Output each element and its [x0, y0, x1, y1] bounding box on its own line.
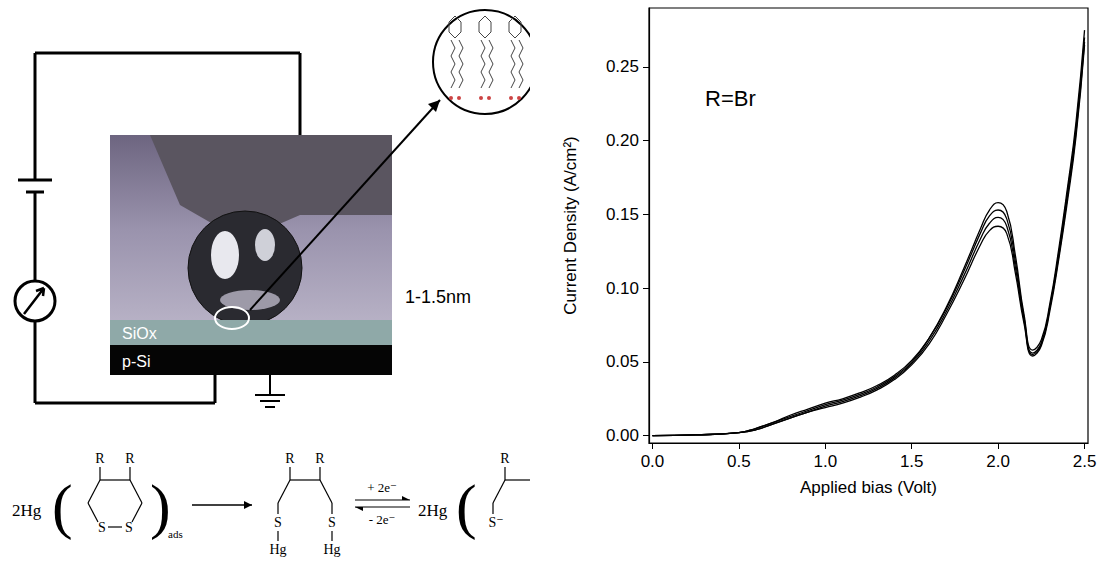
svg-text:0.5: 0.5: [727, 452, 751, 471]
svg-text:S: S: [125, 520, 133, 535]
svg-text:1.5: 1.5: [900, 452, 924, 471]
svg-text:Hg: Hg: [323, 542, 340, 557]
svg-text:ads: ads: [168, 528, 183, 540]
svg-text:SiOx: SiOx: [122, 325, 157, 342]
svg-text:1-1.5nm: 1-1.5nm: [405, 287, 471, 307]
svg-text:2.5: 2.5: [1073, 452, 1097, 471]
svg-text:(: (: [456, 472, 477, 541]
svg-text:R=Br: R=Br: [705, 86, 756, 111]
svg-text:0.0: 0.0: [641, 452, 665, 471]
svg-text:R: R: [315, 451, 325, 466]
svg-text:Current Density (A/cm²): Current Density (A/cm²): [561, 136, 580, 315]
svg-text:2Hg: 2Hg: [12, 501, 42, 520]
svg-text:(: (: [52, 472, 73, 541]
svg-text:Applied bias (Volt): Applied bias (Volt): [800, 478, 937, 497]
svg-text:2Hg: 2Hg: [418, 501, 448, 520]
svg-text:0.05: 0.05: [606, 352, 639, 371]
svg-text:0.10: 0.10: [606, 279, 639, 298]
svg-text:R: R: [285, 451, 295, 466]
svg-text:- 2e⁻: - 2e⁻: [369, 512, 396, 527]
svg-text:2.0: 2.0: [986, 452, 1010, 471]
svg-text:S: S: [98, 520, 106, 535]
svg-text:R: R: [125, 451, 135, 466]
svg-text:S: S: [274, 515, 282, 530]
svg-text:0.15: 0.15: [606, 205, 639, 224]
svg-text:p-Si: p-Si: [122, 353, 150, 370]
svg-text:0.00: 0.00: [606, 426, 639, 445]
svg-text:1.0: 1.0: [813, 452, 837, 471]
svg-text:0.20: 0.20: [606, 131, 639, 150]
svg-text:Hg: Hg: [269, 542, 286, 557]
svg-text:S⁻: S⁻: [488, 515, 503, 530]
svg-text:S: S: [328, 515, 336, 530]
svg-text:R: R: [500, 451, 510, 466]
svg-text:0.25: 0.25: [606, 57, 639, 76]
svg-text:+ 2e⁻: + 2e⁻: [367, 480, 397, 495]
svg-text:R: R: [95, 451, 105, 466]
